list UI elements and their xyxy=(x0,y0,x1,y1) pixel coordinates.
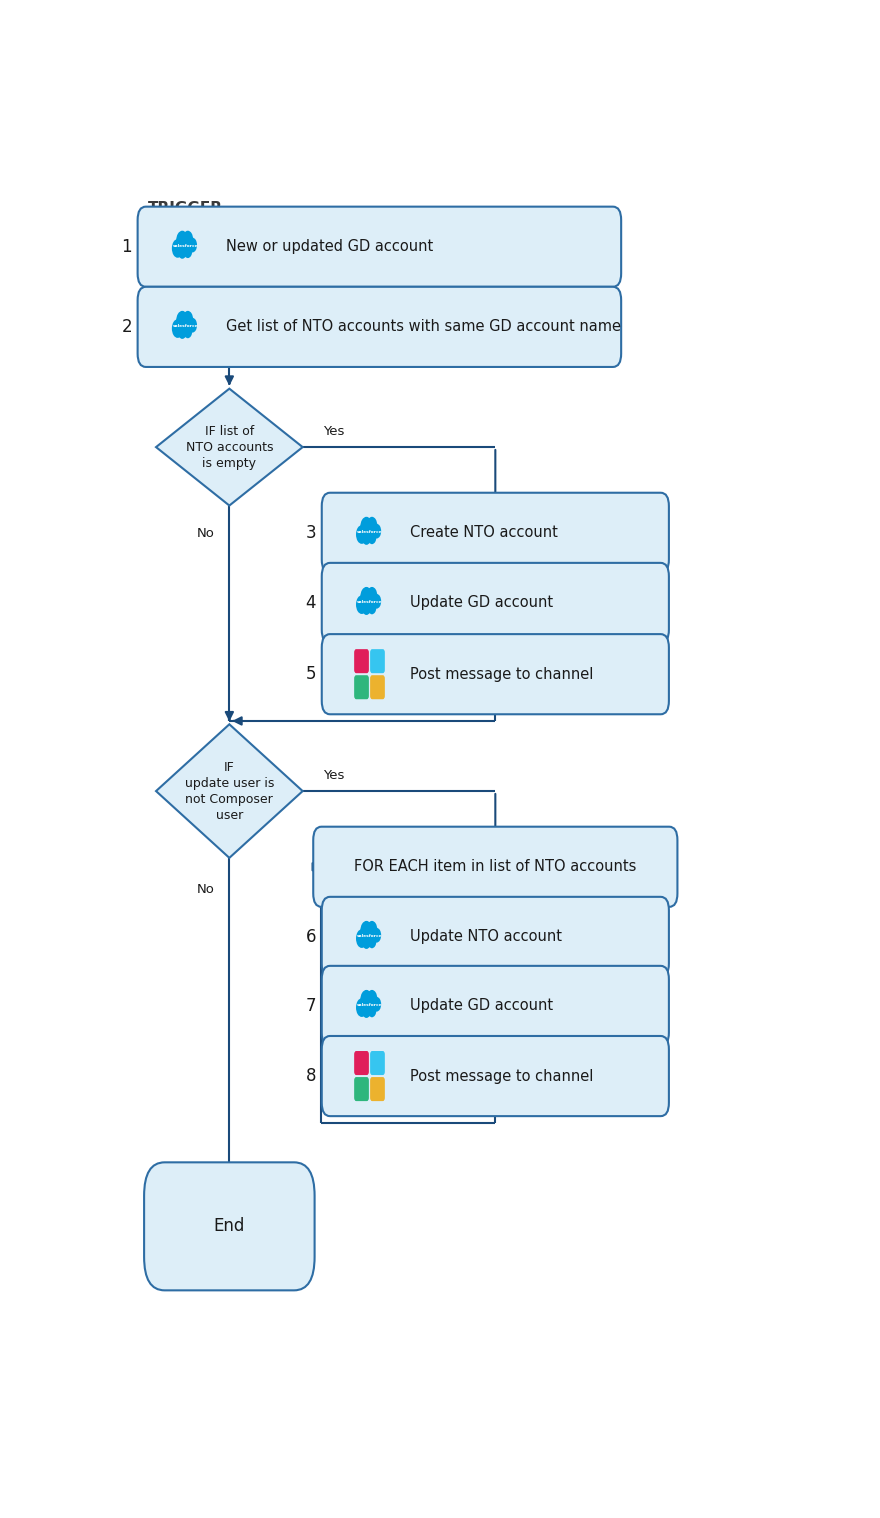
Text: 4: 4 xyxy=(305,594,316,612)
Text: salesforce: salesforce xyxy=(172,325,198,328)
FancyBboxPatch shape xyxy=(354,1050,369,1075)
Circle shape xyxy=(172,319,183,339)
Circle shape xyxy=(356,929,368,947)
Text: salesforce: salesforce xyxy=(172,244,198,247)
Text: Update GD account: Update GD account xyxy=(410,595,554,610)
Text: 7: 7 xyxy=(305,997,316,1016)
Text: salesforce: salesforce xyxy=(356,600,382,604)
Text: 1: 1 xyxy=(121,238,132,255)
Circle shape xyxy=(367,990,378,1008)
Circle shape xyxy=(368,934,377,949)
Circle shape xyxy=(172,238,183,258)
Circle shape xyxy=(360,921,372,941)
FancyBboxPatch shape xyxy=(370,650,385,672)
Circle shape xyxy=(188,238,197,252)
Circle shape xyxy=(362,528,371,545)
Text: No: No xyxy=(196,527,215,540)
Circle shape xyxy=(183,243,193,258)
Circle shape xyxy=(372,594,381,609)
Text: 8: 8 xyxy=(305,1067,316,1085)
Text: ACTIONS: ACTIONS xyxy=(148,279,224,294)
Circle shape xyxy=(372,997,381,1011)
Circle shape xyxy=(372,524,381,539)
Circle shape xyxy=(176,311,188,331)
FancyBboxPatch shape xyxy=(322,563,669,644)
FancyBboxPatch shape xyxy=(370,676,385,700)
Circle shape xyxy=(178,323,187,339)
Text: TRIGGER: TRIGGER xyxy=(148,202,223,217)
FancyBboxPatch shape xyxy=(137,287,621,367)
FancyBboxPatch shape xyxy=(322,897,669,978)
Text: Get list of NTO accounts with same GD account name: Get list of NTO accounts with same GD ac… xyxy=(226,319,621,334)
Text: End: End xyxy=(214,1217,245,1236)
FancyBboxPatch shape xyxy=(354,650,369,672)
Circle shape xyxy=(176,231,188,250)
Circle shape xyxy=(362,600,371,615)
Text: New or updated GD account: New or updated GD account xyxy=(226,240,434,254)
Circle shape xyxy=(183,323,193,339)
Text: 5: 5 xyxy=(305,665,316,683)
Circle shape xyxy=(356,525,368,543)
FancyBboxPatch shape xyxy=(370,1050,385,1075)
FancyBboxPatch shape xyxy=(322,493,669,572)
Polygon shape xyxy=(156,389,303,505)
Text: salesforce: salesforce xyxy=(356,530,382,534)
FancyBboxPatch shape xyxy=(354,676,369,700)
Circle shape xyxy=(360,516,372,537)
Text: 6: 6 xyxy=(305,927,316,946)
Circle shape xyxy=(360,990,372,1009)
Text: IF list of
NTO accounts
is empty: IF list of NTO accounts is empty xyxy=(186,425,273,469)
Text: salesforce: salesforce xyxy=(356,934,382,938)
Circle shape xyxy=(367,587,378,604)
Text: Post message to channel: Post message to channel xyxy=(410,666,594,682)
Text: Update NTO account: Update NTO account xyxy=(410,929,562,944)
FancyBboxPatch shape xyxy=(137,206,621,287)
Circle shape xyxy=(368,530,377,543)
Text: Yes: Yes xyxy=(323,425,344,439)
Circle shape xyxy=(367,921,378,938)
Text: Create NTO account: Create NTO account xyxy=(410,525,558,540)
Text: salesforce: salesforce xyxy=(356,1003,382,1008)
Circle shape xyxy=(367,516,378,534)
Text: FOR EACH item in list of NTO accounts: FOR EACH item in list of NTO accounts xyxy=(354,859,636,874)
Circle shape xyxy=(368,1002,377,1017)
Polygon shape xyxy=(156,724,303,858)
Text: Yes: Yes xyxy=(323,770,344,782)
Circle shape xyxy=(362,934,371,949)
Circle shape xyxy=(182,231,193,247)
Text: No: No xyxy=(196,882,215,896)
Circle shape xyxy=(368,600,377,615)
Circle shape xyxy=(360,587,372,607)
Circle shape xyxy=(182,311,193,328)
Circle shape xyxy=(362,1002,371,1019)
Circle shape xyxy=(178,243,187,258)
Text: Post message to channel: Post message to channel xyxy=(410,1069,594,1084)
Text: IF
update user is
not Composer
user: IF update user is not Composer user xyxy=(185,761,274,821)
Circle shape xyxy=(188,317,197,332)
FancyBboxPatch shape xyxy=(322,635,669,715)
FancyBboxPatch shape xyxy=(144,1163,315,1290)
Text: 3: 3 xyxy=(305,524,316,542)
Text: 2: 2 xyxy=(121,317,132,335)
Circle shape xyxy=(356,595,368,613)
Circle shape xyxy=(372,927,381,943)
FancyBboxPatch shape xyxy=(354,1078,369,1101)
Circle shape xyxy=(356,999,368,1017)
FancyBboxPatch shape xyxy=(370,1078,385,1101)
FancyBboxPatch shape xyxy=(322,1035,669,1116)
FancyBboxPatch shape xyxy=(313,827,678,906)
FancyBboxPatch shape xyxy=(322,965,669,1046)
Text: Update GD account: Update GD account xyxy=(410,999,554,1014)
